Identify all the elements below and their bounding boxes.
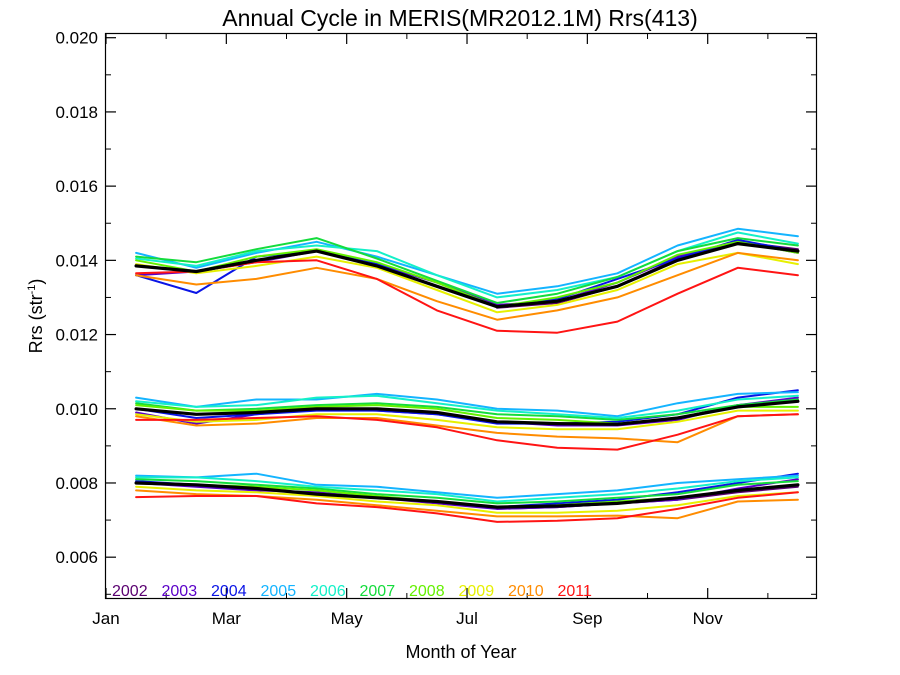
series-line-2004-group-2: [135, 389, 799, 425]
y-axis-label-main: Rrs (str: [26, 294, 46, 353]
series-line-2007-group-3: [135, 478, 799, 505]
x-axis: Jan Mar May Jul Sep Nov: [92, 34, 769, 628]
legend-entry-2007: 2007: [360, 583, 396, 600]
y-tick-label: 0.006: [55, 548, 98, 567]
y-tick-label: 0.014: [55, 251, 98, 270]
y-axis-label: Rrs (str-1): [26, 279, 46, 354]
legend-entry-2008: 2008: [409, 583, 445, 600]
legend-entry-2004: 2004: [211, 583, 247, 600]
legend-entry-2003: 2003: [162, 583, 198, 600]
x-axis-label: Month of Year: [405, 642, 516, 662]
y-axis-label-sup: -1: [26, 285, 38, 295]
legend: 2002 2003 2004 2005 2006 2007 2008 2009 2010 2011: [112, 583, 592, 600]
series-line-mean-group-3: [134, 481, 800, 509]
x-tick-label: Jan: [92, 609, 119, 628]
series-line-2009-group-2: [135, 409, 799, 431]
series-line-mean-group-2: [134, 399, 800, 426]
legend-entry-2010: 2010: [508, 583, 544, 600]
y-axis: 0.006 0.008 0.010 0.012 0.014 0.016 0.018 0.020: [55, 29, 816, 595]
series-line-2011-group-3: [135, 491, 799, 523]
series-line-2007-group-1: [135, 237, 799, 304]
y-tick-label: 0.012: [55, 326, 98, 345]
x-tick-label: Jul: [456, 609, 478, 628]
x-tick-label: Mar: [212, 609, 242, 628]
x-tick-label: May: [331, 609, 364, 628]
series-line-2007-group-2: [135, 398, 799, 421]
y-tick-label: 0.016: [55, 177, 98, 196]
y-tick-label: 0.010: [55, 400, 98, 419]
series-line-2009-group-3: [135, 485, 799, 514]
y-axis-label-close: ): [26, 279, 46, 285]
series-line-2008-group-1: [135, 240, 799, 308]
series-line-2011-group-2: [135, 413, 799, 451]
plot-frame: [104, 32, 818, 600]
series-layer: [134, 227, 800, 523]
x-tick-label: Sep: [572, 609, 602, 628]
series-line-2006-group-3: [135, 476, 799, 503]
series-line-2005-group-2: [135, 391, 799, 418]
x-tick-label: Nov: [693, 609, 724, 628]
series-line-2005-group-1: [135, 227, 799, 295]
y-tick-label: 0.020: [55, 29, 98, 48]
series-line-2006-group-2: [135, 394, 799, 419]
legend-entry-2006: 2006: [310, 583, 346, 600]
legend-entry-2005: 2005: [261, 583, 297, 600]
y-tick-label: 0.018: [55, 103, 98, 122]
chart-title: Annual Cycle in MERIS(MR2012.1M) Rrs(413…: [222, 5, 698, 31]
legend-entry-2011: 2011: [558, 583, 593, 600]
series-line-2005-group-3: [135, 472, 799, 499]
series-line-mean-group-1: [134, 242, 800, 309]
y-tick-label: 0.008: [55, 474, 98, 493]
series-line-2009-group-1: [135, 251, 799, 314]
legend-entry-2009: 2009: [459, 583, 495, 600]
legend-entry-2002: 2002: [112, 583, 148, 600]
series-line-2010-group-1: [135, 251, 799, 321]
series-line-2010-group-2: [135, 413, 799, 444]
